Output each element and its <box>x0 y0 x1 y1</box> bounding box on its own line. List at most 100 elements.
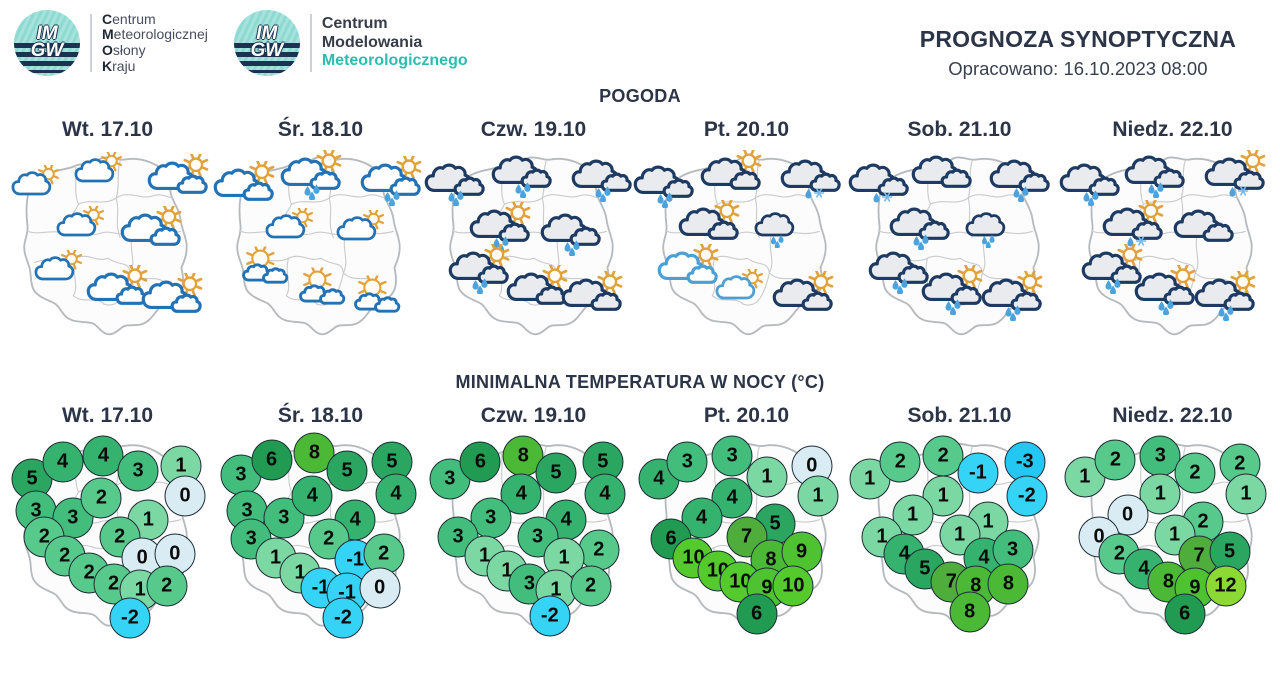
cloudy-rain-icon <box>540 213 602 258</box>
temp-circle: 4 <box>375 473 417 515</box>
weather-icon <box>1124 148 1188 199</box>
cloudy-icon <box>1173 209 1234 243</box>
sunny-intervals-icon <box>353 273 400 313</box>
day-label: Śr. 18.10 <box>277 118 364 141</box>
poland-map <box>848 146 1062 354</box>
day-label: Pt. 20.10 <box>703 404 790 427</box>
day-column: Pt. 20.10 4 3 3 1 0 1 4 4 6 5 7 10 10 8 9 10 9 10 6 <box>638 396 853 646</box>
poland-map <box>424 146 636 354</box>
cmm-text: Centrum Modelowania Meteorologicznego <box>322 15 468 71</box>
temp-circle: -2 <box>109 597 151 639</box>
imgw-abbr: IM GW <box>14 10 80 76</box>
temp-circle: 5 <box>1209 531 1251 573</box>
temp-circle: 6 <box>736 593 778 635</box>
imgw-abbr-top: IM <box>256 23 278 45</box>
weather-icon <box>265 206 319 250</box>
weather-icon <box>633 158 697 210</box>
weather-icon <box>911 148 975 198</box>
weather-icon <box>965 206 1019 250</box>
temp-circle: 2 <box>578 529 620 571</box>
temp-circle: 1 <box>939 514 980 556</box>
day-label: Czw. 19.10 <box>480 118 587 141</box>
temp-circle: 10 <box>772 565 814 607</box>
poland-map: 4 3 3 1 0 1 4 4 6 5 7 10 10 8 9 10 9 10 6 <box>638 432 849 646</box>
partly-cloudy-icon <box>121 204 182 247</box>
temp-circle: 3 <box>470 497 512 539</box>
temp-circle: 8 <box>987 563 1029 605</box>
poland-map: 3 6 8 5 5 4 4 3 4 3 3 1 2 1 1 3 1 2 -2 <box>429 432 636 646</box>
partly-cloudy-icon <box>265 206 313 239</box>
temp-circle: 0 <box>164 475 206 517</box>
weather-icon <box>141 271 205 323</box>
temp-circle: 3 <box>666 441 708 483</box>
cloudy-icon <box>911 155 972 188</box>
temp-circle: 2 <box>922 435 964 477</box>
weather-icon <box>1194 269 1258 322</box>
partly-cloudy-rain-icon <box>360 154 422 208</box>
day-column: Niedz. 22.10 1 2 3 2 2 1 1 0 0 2 1 2 4 7 5 8 9 12 6 <box>1064 396 1279 646</box>
weather-icon <box>1173 202 1237 252</box>
poland-map: 3 6 8 5 5 4 3 3 4 4 3 2 1 -1 2 1 -1 -1 0 -2 <box>219 432 423 646</box>
imgw-abbr: IM GW <box>234 10 300 76</box>
day-column: Pt. 20.10 <box>633 110 853 354</box>
weather-icon <box>989 152 1053 204</box>
partly-cloudy-rain-icon <box>1082 242 1143 295</box>
day-label: Pt. 20.10 <box>703 118 790 141</box>
weather-maps-row: Wt. 17.10 Śr. 18.10 Czw. 19.10 Pt. 20.10 Sob… <box>0 110 1280 354</box>
imgw-abbr-bottom: GW <box>30 40 64 61</box>
sunny-intervals-icon <box>241 244 288 284</box>
cloudy-rain-icon <box>571 159 632 204</box>
partly-cloudy-icon <box>34 248 82 281</box>
temp-circle: 2 <box>570 565 612 607</box>
cloudy-rain-icon <box>1059 163 1120 208</box>
cloudy-rain-icon <box>1124 155 1185 199</box>
weather-icon <box>448 242 512 295</box>
partly-cloudy-icon <box>678 198 740 240</box>
page-title: PROGNOZA SYNOPTYCZNA <box>919 26 1236 52</box>
partly-cloudy-icon <box>56 204 105 237</box>
title-block: PROGNOZA SYNOPTYCZNA Opracowano: 16.10.2… <box>920 26 1236 80</box>
header-logos: IM GW Centrum Meteorologicznej Osłony Kraju… <box>14 10 468 76</box>
partly-cloudy-icon <box>11 163 60 195</box>
weather-icon <box>1081 242 1145 295</box>
weather-icon <box>298 264 356 312</box>
cloudy-rain-icon <box>965 212 1006 250</box>
weather-icon <box>700 148 764 200</box>
imgw-abbr-bottom: GW <box>250 40 284 61</box>
temp-circle: 9 <box>781 531 823 573</box>
partly-cloudy-icon <box>715 267 764 299</box>
partly-cloudy-icon <box>336 208 385 241</box>
logo-stripes <box>14 43 80 73</box>
partly-cloudy-icon <box>700 148 762 191</box>
partly-cloudy-rain-icon <box>981 269 1042 322</box>
cloudy-rain-icon <box>754 212 795 250</box>
logo-text-line: Centrum <box>321 15 388 33</box>
poland-map: 5 4 4 3 1 0 3 3 2 2 1 2 2 0 0 2 2 1 2 -2 <box>6 432 210 646</box>
temp-circle: 2 <box>80 477 122 519</box>
partly-cloudy-sleet-icon <box>1204 148 1266 197</box>
logo-text-line: Centrum <box>102 10 156 27</box>
temp-circle: 1 <box>797 475 839 517</box>
logo-stripes <box>233 43 300 73</box>
logo-text-line: Meteorologicznego <box>321 52 468 70</box>
temp-circle: 4 <box>584 473 626 515</box>
cloudy-rain-icon <box>989 159 1050 204</box>
day-column: Czw. 19.10 <box>424 110 640 354</box>
logo-text-line: Modelowania <box>321 33 423 51</box>
sunny-intervals-icon <box>298 264 345 305</box>
temp-circle: -1 <box>957 452 999 494</box>
cmok-text: Centrum Meteorologicznej Osłony Kraju <box>102 10 208 75</box>
poland-map: 1 2 2 -1 -3 -2 1 1 1 1 1 4 5 4 3 7 8 8 8 <box>849 432 1062 646</box>
temp-circle: 1 <box>1139 473 1181 515</box>
day-column: Czw. 19.10 3 6 8 5 5 4 4 3 4 3 3 1 2 1 1 3 1 2 -2 <box>427 396 640 646</box>
weather-icon <box>11 163 65 207</box>
weather-icon <box>424 156 488 208</box>
weather-icon <box>715 267 769 311</box>
temp-circle: 3 <box>1139 435 1181 477</box>
imgw-abbr-top: IM <box>36 23 58 45</box>
weather-icon <box>213 158 277 211</box>
weather-icon <box>56 204 110 248</box>
weather-heading: POGODA <box>599 86 681 106</box>
partly-cloudy-icon <box>141 271 203 313</box>
weather-icon <box>336 208 390 252</box>
